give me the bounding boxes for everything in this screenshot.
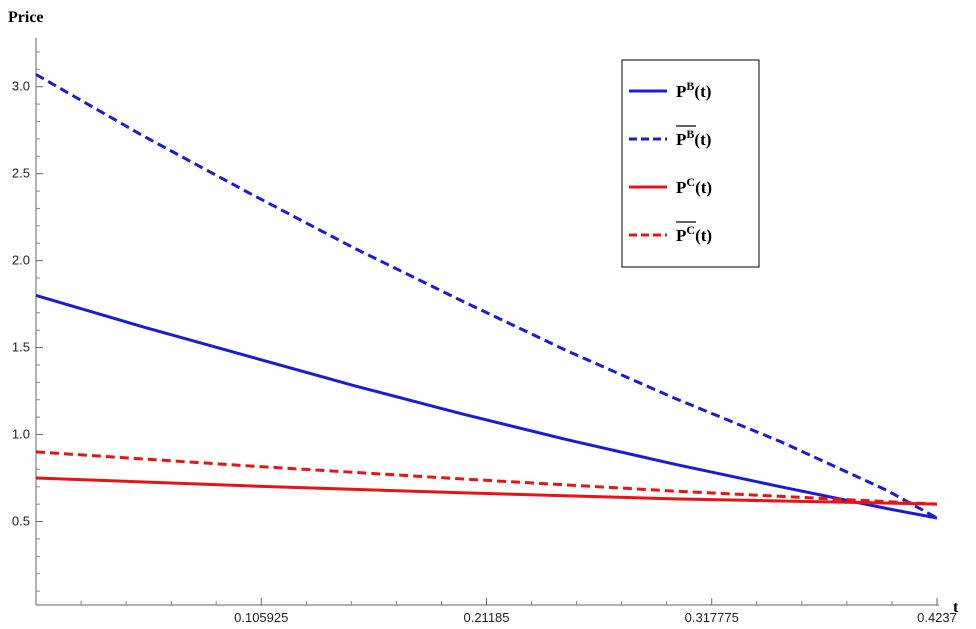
- legend-label-3: PC(t): [676, 175, 712, 197]
- y-tick-label: 2.0: [12, 253, 30, 268]
- y-tick-label: 1.5: [12, 340, 30, 355]
- x-axis-title: t: [953, 599, 959, 616]
- axes: 0.5 1.0 1.5 2.0 2.5 3.0 0.105925 0.21185 0.3177…: [8, 9, 959, 625]
- series-layer: [35, 73, 938, 520]
- y-tick-label: 2.5: [12, 166, 30, 181]
- x-tick-label: 0.105925: [234, 610, 288, 625]
- legend-box: [621, 59, 760, 268]
- series-line-2: [35, 73, 938, 520]
- series-line-4: [35, 450, 938, 506]
- legend-label-2: PB(t): [676, 127, 711, 149]
- x-tick-label: 0.317775: [685, 610, 739, 625]
- x-ticks: 0.105925 0.21185 0.317775 0.4237: [80, 598, 957, 625]
- y-tick-label: 0.5: [12, 514, 30, 529]
- y-tick-label: 1.0: [12, 427, 30, 442]
- legend: PB(t) PB(t) PC(t) PC(t): [621, 59, 760, 268]
- x-tick-label: 0.21185: [463, 610, 509, 625]
- legend-label-1: PB(t): [676, 79, 711, 101]
- series-line-1: [35, 293, 938, 520]
- legend-label-4: PC(t): [676, 223, 712, 245]
- y-axis-title: Price: [8, 9, 44, 26]
- y-ticks: 0.5 1.0 1.5 2.0 2.5 3.0: [12, 51, 43, 592]
- y-tick-label: 3.0: [12, 79, 30, 94]
- series-line-3: [35, 476, 938, 506]
- x-tick-label: 0.4237: [917, 610, 957, 625]
